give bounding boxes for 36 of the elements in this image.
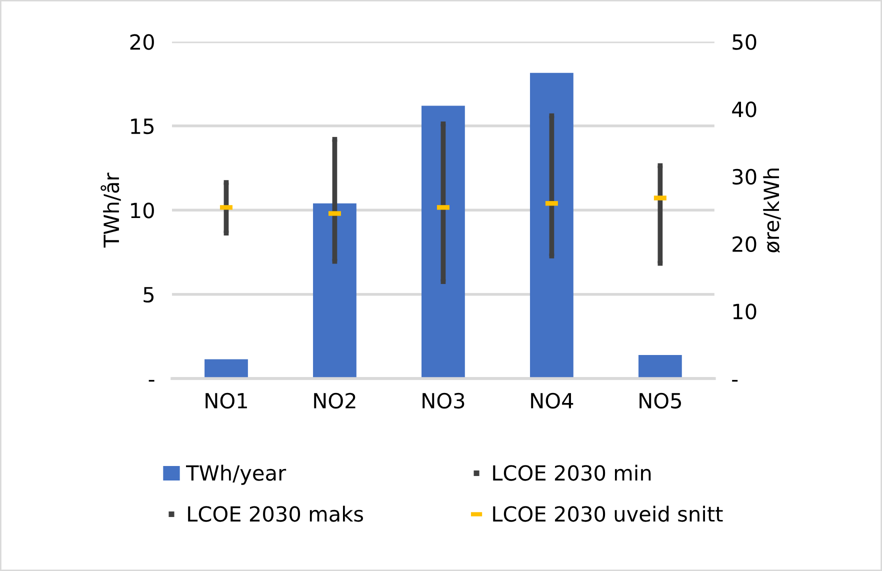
point <box>549 254 554 258</box>
x-tick-label: NO3 <box>422 392 464 409</box>
bar <box>638 354 682 379</box>
point <box>440 279 446 284</box>
y-tick-label: - <box>148 380 154 382</box>
y2-axis-title: øre/kWh <box>763 168 781 253</box>
bar <box>530 72 574 379</box>
y-tick-label: 10 <box>131 202 154 218</box>
point <box>224 180 229 185</box>
point <box>224 230 229 236</box>
y2-tick-label: 40 <box>732 102 756 118</box>
bar <box>422 106 465 379</box>
bar <box>204 359 248 379</box>
legend-label: LCOE 2030 maks <box>188 506 364 522</box>
y2-tick-label: 20 <box>732 236 756 252</box>
y-tick-label: 20 <box>130 34 154 50</box>
x-tick-label: NO5 <box>640 392 681 409</box>
x-tick-label: NO2 <box>314 392 356 409</box>
bar <box>313 203 356 379</box>
x-tick-label: NO4 <box>531 392 574 409</box>
point <box>658 163 663 168</box>
y2-tick-label: 30 <box>732 168 756 185</box>
point <box>332 136 338 142</box>
x-tick-label: NO1 <box>206 392 247 409</box>
point <box>440 121 446 126</box>
y2-tick-label: 10 <box>733 304 756 320</box>
legend-label: TWh/year <box>186 464 286 485</box>
point <box>332 258 338 264</box>
y-axis-title: TWh/år <box>100 172 121 248</box>
point <box>658 260 663 266</box>
y2-tick-label: - <box>732 380 738 382</box>
y-tick-label: 15 <box>131 118 154 134</box>
legend-label: LCOE 2030 uveid snitt <box>493 506 723 522</box>
y2-tick-label: 50 <box>732 34 756 50</box>
legend-label: LCOE 2030 min <box>493 464 651 481</box>
y-tick-label: 5 <box>144 287 154 303</box>
